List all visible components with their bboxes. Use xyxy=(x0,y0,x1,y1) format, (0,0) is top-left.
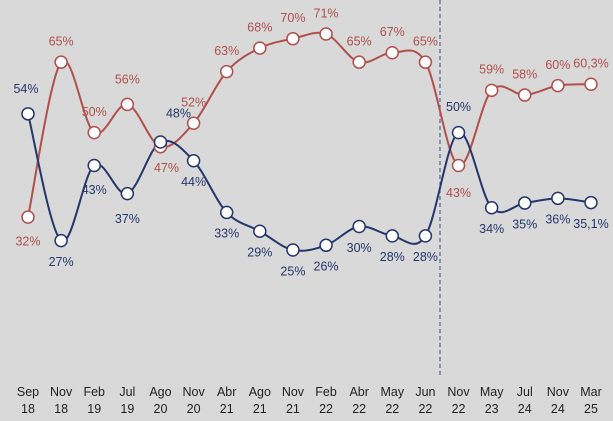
data-label: 35,1% xyxy=(573,217,608,231)
data-label: 28% xyxy=(413,250,438,264)
point xyxy=(286,243,300,257)
point xyxy=(352,55,366,69)
x-tick-label: Nov 21 xyxy=(282,385,305,416)
data-label: 65% xyxy=(347,34,372,48)
x-tick-label: Nov 20 xyxy=(182,385,205,416)
series-line xyxy=(27,31,592,218)
data-label: 37% xyxy=(115,212,140,226)
point xyxy=(551,191,565,206)
point xyxy=(21,107,35,121)
x-tick-label: Jun 22 xyxy=(415,385,435,416)
data-label: 65% xyxy=(413,34,438,48)
data-label: 32% xyxy=(15,234,40,248)
data-label: 59% xyxy=(479,63,504,77)
point xyxy=(352,219,366,234)
point xyxy=(551,78,565,93)
point xyxy=(319,27,333,41)
data-label: 54% xyxy=(13,82,38,96)
data-label: 47% xyxy=(154,161,179,175)
x-tick-label: Jul 24 xyxy=(517,385,533,416)
x-tick-label: Abr 21 xyxy=(217,385,236,416)
point xyxy=(451,158,466,173)
point xyxy=(186,116,201,130)
point xyxy=(219,205,234,220)
point xyxy=(451,125,466,140)
point xyxy=(418,229,433,243)
x-tick-label: Nov 24 xyxy=(547,385,570,416)
point xyxy=(484,83,499,98)
data-label: 44% xyxy=(181,175,206,189)
point xyxy=(518,88,532,102)
point xyxy=(385,229,400,243)
point xyxy=(253,224,267,238)
x-tick-label: Mar 25 xyxy=(580,385,602,416)
x-tick-label: Ago 20 xyxy=(149,385,171,416)
data-label: 29% xyxy=(247,246,272,260)
point xyxy=(120,186,135,201)
x-tick-label: Abr 22 xyxy=(349,385,368,416)
point xyxy=(484,200,499,215)
point xyxy=(54,55,68,69)
point xyxy=(186,154,201,168)
data-label: 34% xyxy=(479,222,504,236)
data-label: 48% xyxy=(166,106,191,120)
data-label: 68% xyxy=(247,20,272,34)
data-label: 50% xyxy=(82,105,107,119)
point xyxy=(87,125,101,140)
data-label: 43% xyxy=(82,183,107,197)
x-tick-label: Nov 22 xyxy=(447,385,470,416)
x-tick-label: May 23 xyxy=(480,385,504,416)
x-tick-label: Sep 18 xyxy=(17,385,39,416)
data-label: 25% xyxy=(280,264,305,278)
data-label: 26% xyxy=(314,260,339,274)
data-label: 28% xyxy=(380,250,405,264)
data-label: 50% xyxy=(446,100,471,114)
data-label: 71% xyxy=(314,6,339,20)
data-label: 65% xyxy=(49,34,74,48)
point xyxy=(584,77,598,91)
point xyxy=(385,46,400,60)
data-label: 30% xyxy=(347,241,372,255)
data-label: 36% xyxy=(545,213,570,227)
data-label: 35% xyxy=(512,217,537,231)
data-label: 52% xyxy=(181,96,206,110)
x-tick-label: Nov 18 xyxy=(50,385,73,416)
data-label: 70% xyxy=(280,11,305,25)
point xyxy=(319,238,333,253)
point xyxy=(418,55,433,69)
data-label: 56% xyxy=(115,73,140,87)
data-label: 60,3% xyxy=(573,57,608,71)
point xyxy=(286,31,300,46)
point xyxy=(253,41,267,55)
point xyxy=(584,195,598,210)
data-label: 33% xyxy=(214,227,239,241)
point xyxy=(87,158,101,173)
point xyxy=(54,233,68,248)
x-tick-label: Ago 21 xyxy=(249,385,271,416)
point xyxy=(219,64,234,79)
x-tick-label: Feb 19 xyxy=(83,385,105,416)
x-tick-label: May 22 xyxy=(380,385,404,416)
point xyxy=(518,196,532,210)
point xyxy=(153,135,168,149)
x-tick-label: Jul 19 xyxy=(119,385,135,416)
x-tick-label: Feb 22 xyxy=(315,385,337,416)
data-label: 67% xyxy=(380,25,405,39)
point xyxy=(120,97,135,112)
data-label: 27% xyxy=(49,255,74,269)
series-line xyxy=(27,113,592,252)
data-label: 58% xyxy=(512,67,537,81)
data-label: 63% xyxy=(214,44,239,58)
data-label: 43% xyxy=(446,186,471,200)
data-label: 60% xyxy=(545,58,570,72)
point xyxy=(21,210,35,224)
